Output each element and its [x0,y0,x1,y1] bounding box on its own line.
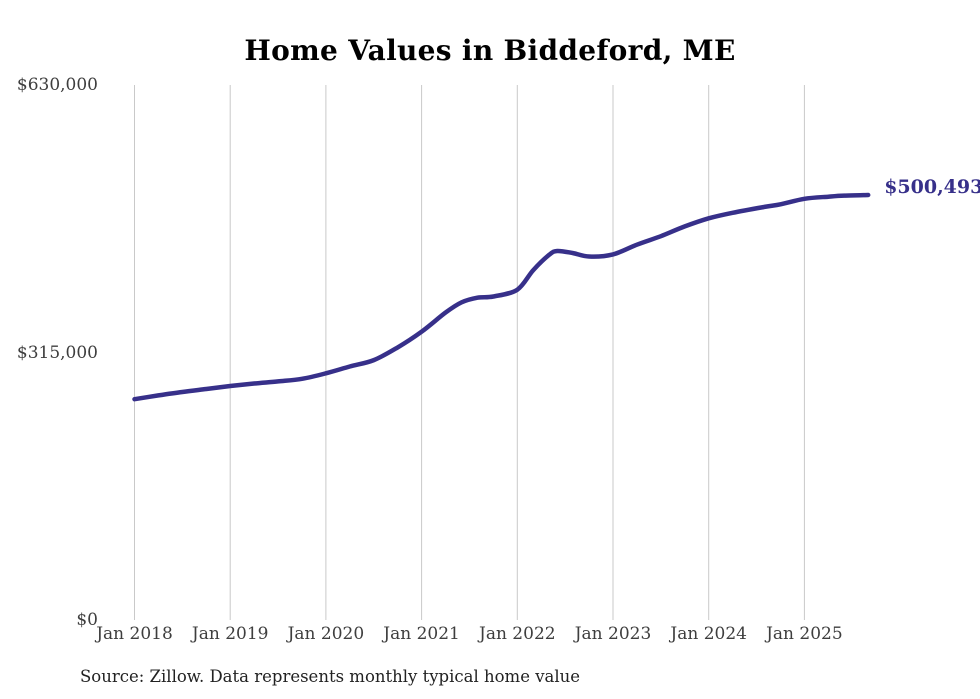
x-tick-jan-2018: Jan 2018 [96,624,173,644]
y-tick-315000: $315,000 [16,342,98,363]
x-tick-jan-2025: Jan 2025 [766,624,843,644]
x-tick-jan-2021: Jan 2021 [383,624,460,644]
source-note: Source: Zillow. Data represents monthly … [80,667,581,686]
x-tick-jan-2020: Jan 2020 [287,624,365,644]
home-value-line [132,192,871,402]
y-tick-0: $0 [76,610,98,630]
x-tick-jan-2023: Jan 2023 [574,624,652,644]
vertical-gridlines [134,85,805,620]
latest-value-label: $500,493 [884,175,980,198]
x-tick-jan-2024: Jan 2024 [670,624,747,644]
chart-title: Home Values in Biddeford, ME [244,34,736,67]
x-tick-jan-2022: Jan 2022 [479,624,556,644]
x-tick-jan-2019: Jan 2019 [191,624,269,644]
y-tick-630000: $630,000 [16,75,98,95]
